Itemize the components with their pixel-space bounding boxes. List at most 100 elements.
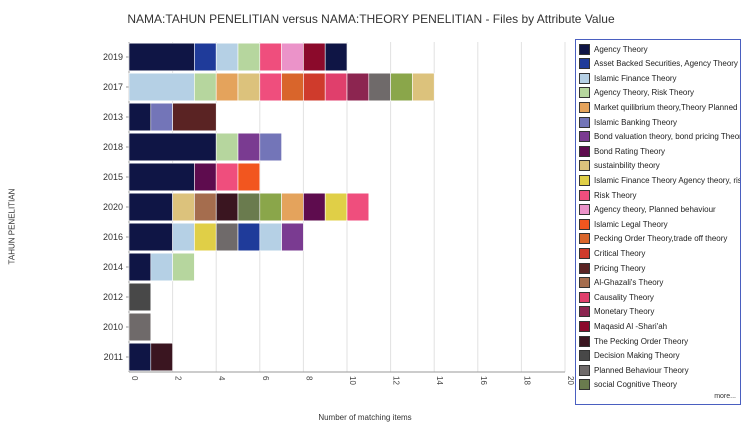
legend-swatch <box>579 145 590 157</box>
legend-label: social Cognitive Theory <box>594 380 678 390</box>
legend-more-link[interactable]: more... <box>714 393 736 400</box>
legend-swatch <box>579 277 590 289</box>
bar-segment <box>237 42 261 72</box>
legend-label: Al-Ghazali's Theory <box>594 278 664 288</box>
legend-swatch <box>579 306 590 318</box>
legend-item[interactable]: Agency Theory, Risk Theory <box>579 86 740 100</box>
bar-segment <box>128 192 173 222</box>
legend-label: Critical Theory <box>594 248 646 258</box>
bar-segment <box>237 162 261 192</box>
legend-item[interactable]: Asset Backed Securities, Agency Theory <box>579 57 740 71</box>
bar-segment <box>128 72 195 102</box>
bar-segment <box>194 42 217 72</box>
bar-segment <box>303 72 326 102</box>
legend-item[interactable]: sustainbility theory <box>579 159 740 173</box>
chart-title: NAMA:TAHUN PENELITIAN versus NAMA:THEORY… <box>127 12 615 26</box>
bar-segment <box>237 132 261 162</box>
legend-item[interactable]: Bond valuation theory, bond pricing Theo… <box>579 130 740 144</box>
legend-swatch <box>579 58 590 70</box>
legend-item[interactable]: Maqasid Al -Shari'ah <box>579 319 740 333</box>
x-axis-label: Number of matching items <box>318 413 412 422</box>
x-tick-label: 4 <box>217 376 226 381</box>
legend-swatch <box>579 247 590 259</box>
bar-segment <box>215 42 239 72</box>
bar-segment <box>412 72 435 102</box>
legend-item[interactable]: Planned Behaviour Theory <box>579 363 740 377</box>
x-tick-label: 14 <box>435 376 444 385</box>
legend-swatch <box>579 72 590 84</box>
legend-item[interactable]: Agency theory, Planned behaviour <box>579 203 740 217</box>
legend-swatch <box>579 364 590 376</box>
legend-item[interactable]: Risk Theory <box>579 188 740 202</box>
bar-segment <box>128 132 217 162</box>
legend-label: Agency Theory, Risk Theory <box>594 88 695 98</box>
legend-item[interactable]: Islamic Finance Theory <box>579 71 740 85</box>
legend-label: Causality Theory <box>594 292 654 302</box>
bar-segment <box>172 192 195 222</box>
legend-item[interactable]: Bond Rating Theory <box>579 144 740 158</box>
legend-item[interactable]: The Pecking Order Theory <box>579 334 740 348</box>
y-tick-label: 2016 <box>103 232 123 242</box>
bar-segment <box>281 192 304 222</box>
legend-swatch <box>579 101 590 113</box>
legend-label: sustainbility theory <box>594 161 660 171</box>
legend-item[interactable]: Critical Theory <box>579 246 740 260</box>
bar-segment <box>128 102 152 132</box>
legend-item[interactable]: Market quilibrium theory,Theory Planned … <box>579 100 740 114</box>
bar-segment <box>324 192 348 222</box>
bar-segment <box>194 222 217 252</box>
legend-swatch <box>579 87 590 99</box>
bar-segment <box>237 72 261 102</box>
y-tick-label: 2013 <box>103 112 123 122</box>
bar-segment <box>281 42 304 72</box>
legend-item[interactable]: Pecking Order Theory,trade off theory <box>579 232 740 246</box>
y-tick-label: 2012 <box>103 292 123 302</box>
legend-item[interactable]: Decision Making Theory <box>579 349 740 363</box>
legend-swatch <box>579 189 590 201</box>
legend-label: Islamic Finance Theory Agency theory, ri… <box>594 175 741 185</box>
legend-swatch <box>579 291 590 303</box>
bar-segment <box>128 42 195 72</box>
bar-segment <box>281 222 304 252</box>
legend-item[interactable]: Al-Ghazali's Theory <box>579 276 740 290</box>
legend-swatch <box>579 131 590 143</box>
bar-segment <box>237 222 261 252</box>
bar-segment <box>259 132 282 162</box>
bar-segment <box>128 162 195 192</box>
x-tick-label: 0 <box>130 376 139 381</box>
legend-label: The Pecking Order Theory <box>594 336 689 346</box>
legend-item[interactable]: Pricing Theory <box>579 261 740 275</box>
bar-segment <box>303 192 326 222</box>
y-tick-label: 2017 <box>103 82 123 92</box>
bar-segment <box>259 222 282 252</box>
legend[interactable]: Agency Theory Asset Backed Securities, Ag… <box>575 39 741 405</box>
legend-label: Pricing Theory <box>594 263 646 273</box>
legend-swatch <box>579 350 590 362</box>
bar-segment <box>346 72 370 102</box>
bar-segment <box>346 192 370 222</box>
bar-segment <box>150 252 173 282</box>
bar-segment <box>128 222 173 252</box>
legend-item[interactable]: social Cognitive Theory <box>579 378 740 392</box>
legend-swatch <box>579 335 590 347</box>
legend-label: Islamic Legal Theory <box>594 219 668 229</box>
bar-segment <box>215 192 239 222</box>
legend-label: Maqasid Al -Shari'ah <box>594 321 668 331</box>
bar-segment <box>215 162 239 192</box>
legend-item[interactable]: Islamic Banking Theory <box>579 115 740 129</box>
bar-segment <box>128 282 152 312</box>
y-tick-label: 2010 <box>103 322 123 332</box>
bar-segment <box>215 132 239 162</box>
legend-item[interactable]: Monetary Theory <box>579 305 740 319</box>
bar-segment <box>390 72 413 102</box>
legend-label: Monetary Theory <box>594 307 655 317</box>
legend-label: Planned Behaviour Theory <box>594 365 689 375</box>
legend-item[interactable]: Islamic Finance Theory Agency theory, ri… <box>579 173 741 187</box>
legend-item[interactable]: Agency Theory <box>579 42 740 56</box>
x-tick-label: 6 <box>261 376 270 381</box>
legend-label: Asset Backed Securities, Agency Theory <box>594 59 738 69</box>
legend-item[interactable]: Islamic Legal Theory <box>579 217 740 231</box>
bar-segment <box>259 72 282 102</box>
y-tick-label: 2015 <box>103 172 123 182</box>
legend-item[interactable]: Causality Theory <box>579 290 740 304</box>
